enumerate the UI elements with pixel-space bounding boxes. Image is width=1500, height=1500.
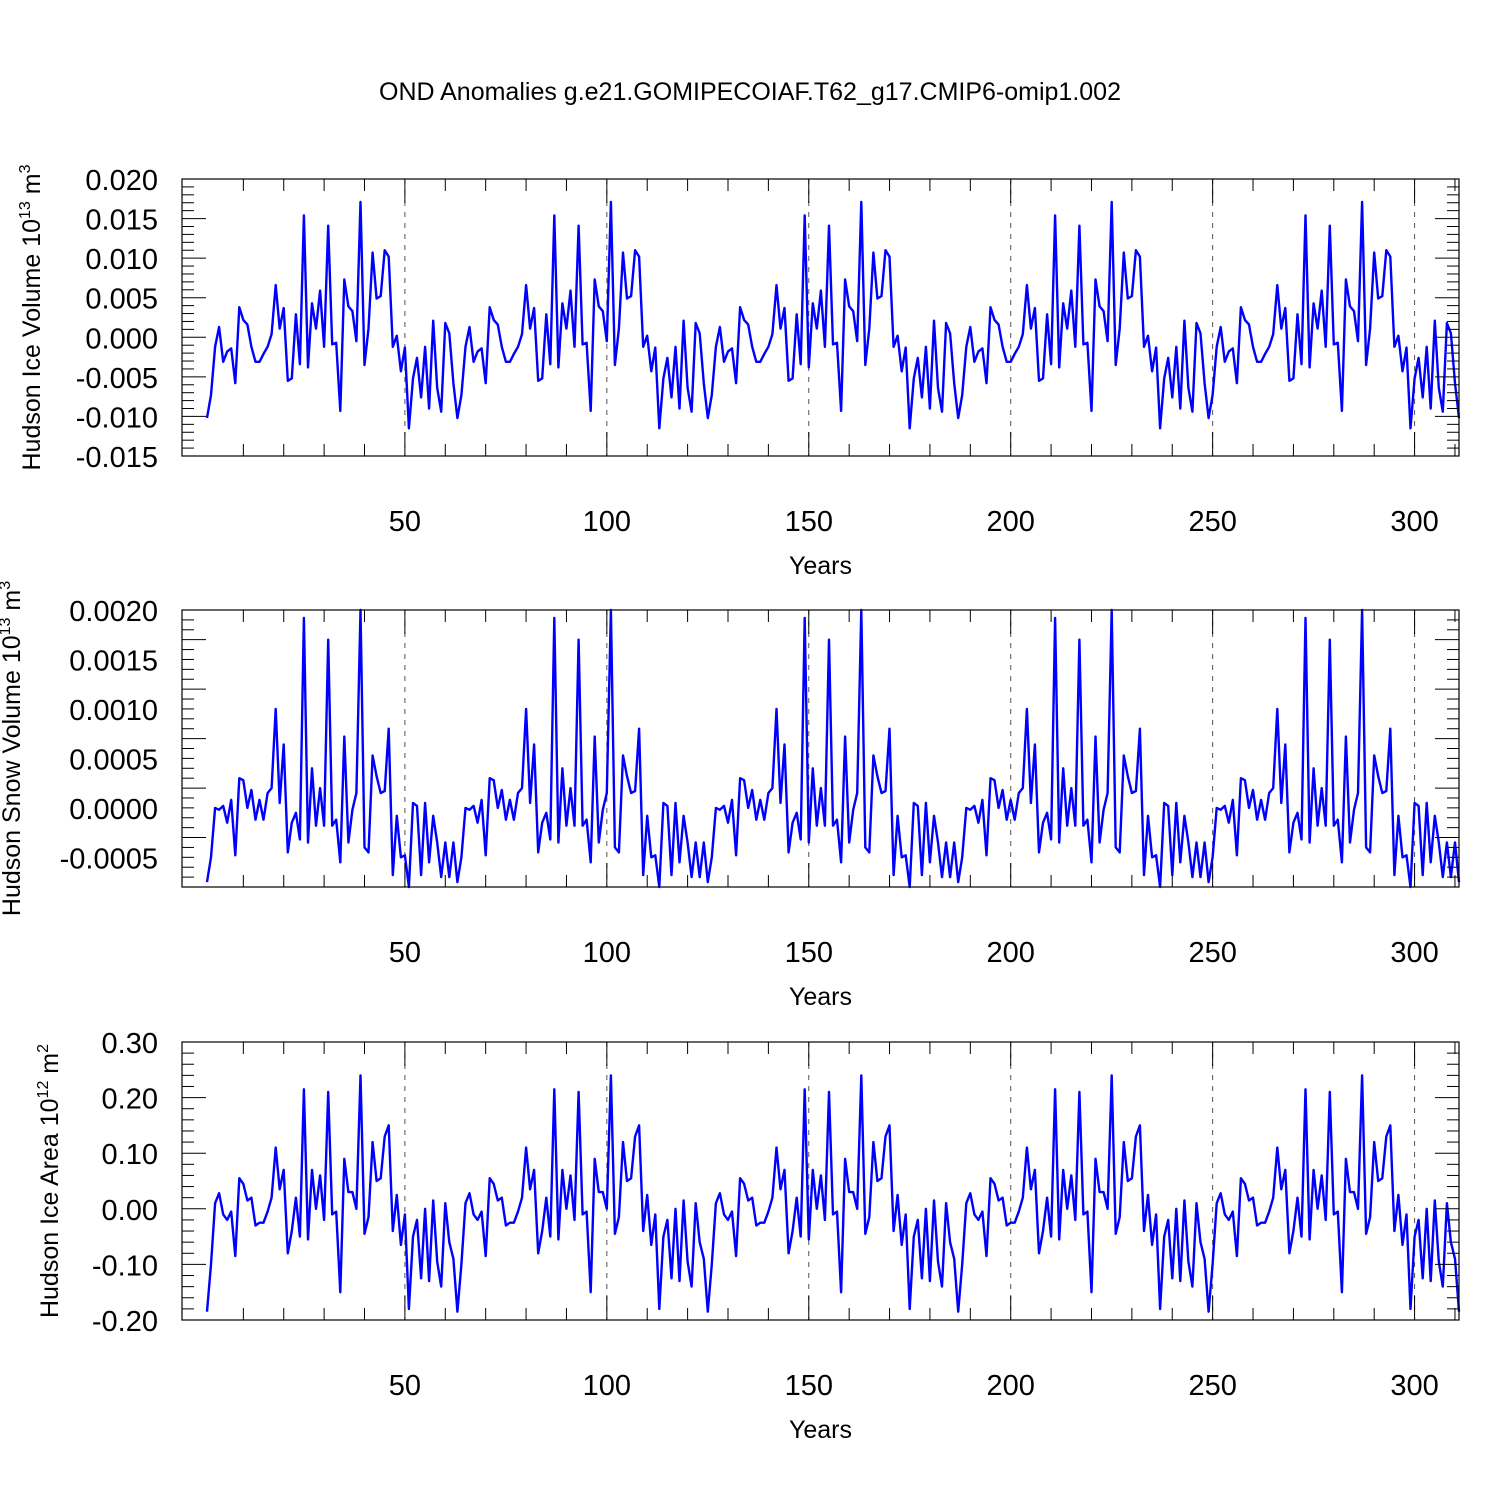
x-tick-label: 100 [583,1370,631,1402]
y-axis-title: Hudson Snow Volume 1013 m3 [0,581,26,916]
x-tick-label: 150 [785,1370,833,1402]
series-line [205,200,1461,430]
x-tick-label: 100 [583,937,631,969]
y-axis-title-superscript: 3 [0,581,14,590]
y-tick-label: 0.000 [85,323,158,355]
x-tick-label: 250 [1188,1370,1236,1402]
x-tick-label: 300 [1390,1370,1438,1402]
x-tick-label: 200 [987,937,1035,969]
y-tick-label: 0.00 [102,1195,158,1227]
y-tick-label: -0.005 [76,363,158,395]
y-axis-title-superscript: 12 [35,1081,52,1099]
y-tick-label: 0.0005 [69,744,158,776]
y-axis-title-superscript: 3 [17,164,34,173]
y-tick-label: 0.005 [85,284,158,316]
y-axis-title-text: Hudson Ice Volume 10 [18,219,46,471]
series-line [205,1074,1461,1313]
x-tick-label: 50 [389,937,421,969]
y-tick-label: -0.10 [92,1250,158,1282]
y-axis-title-text: m [0,590,26,618]
y-axis-title-superscript: 13 [0,617,14,635]
y-tick-label: 0.20 [102,1084,158,1116]
y-axis-title-text: Hudson Snow Volume 10 [0,635,26,916]
x-tick-label: 250 [1188,937,1236,969]
y-axis-title-text: Hudson Ice Area 10 [36,1098,64,1318]
x-tick-label: 300 [1390,506,1438,538]
x-axis-title: Years [789,552,852,580]
y-tick-label: -0.015 [76,442,158,474]
y-tick-label: 0.0000 [69,794,158,826]
panel-3: 50 100 150 200 250 300 -0.20 -0.10 0.00 0.10 0.20 0… [35,1028,1461,1444]
y-axis-title-text: m [36,1053,64,1081]
y-tick-label: -0.010 [76,402,158,434]
plot-frame [181,609,1460,888]
y-axis-title: Hudson Ice Area 1012 m2 [35,1044,64,1318]
x-tick-label: 200 [987,506,1035,538]
series-line [205,608,1461,889]
x-axis-title: Years [789,1416,852,1444]
panel-2: 50 100 150 200 250 300 -0.0005 0.0000 0.0005 0.00… [0,581,1461,1011]
y-tick-label: 0.015 [85,205,158,237]
x-tick-label: 250 [1188,506,1236,538]
y-tick-label: 0.10 [102,1139,158,1171]
x-tick-label: 150 [785,937,833,969]
y-tick-label: 0.010 [85,244,158,276]
y-tick-label: 0.0010 [69,695,158,727]
x-tick-label: 200 [987,1370,1035,1402]
x-tick-label: 300 [1390,937,1438,969]
y-tick-label: -0.0005 [60,843,158,875]
x-tick-label: 50 [389,1370,421,1402]
y-tick-label: -0.20 [92,1306,158,1338]
y-tick-label: 0.0020 [69,596,158,628]
x-tick-label: 50 [389,506,421,538]
y-axis-title-superscript: 13 [17,201,34,219]
chart-title: OND Anomalies g.e21.GOMIPECOIAF.T62_g17.… [379,78,1121,106]
plot-frame [181,1041,1460,1321]
y-tick-label: 0.0015 [69,645,158,677]
x-tick-label: 150 [785,506,833,538]
y-tick-label: 0.020 [85,165,158,197]
y-axis-title-superscript: 2 [35,1044,52,1053]
y-axis-title: Hudson Ice Volume 1013 m3 [17,164,46,470]
panel-1: 50 100 150 200 250 300 -0.015 -0.010 -0.005 0.000… [17,164,1461,580]
y-axis-title-text: m [18,173,46,201]
x-axis-title: Years [789,983,852,1011]
plot-frame [181,178,1460,457]
x-tick-label: 100 [583,506,631,538]
y-tick-label: 0.30 [102,1028,158,1060]
